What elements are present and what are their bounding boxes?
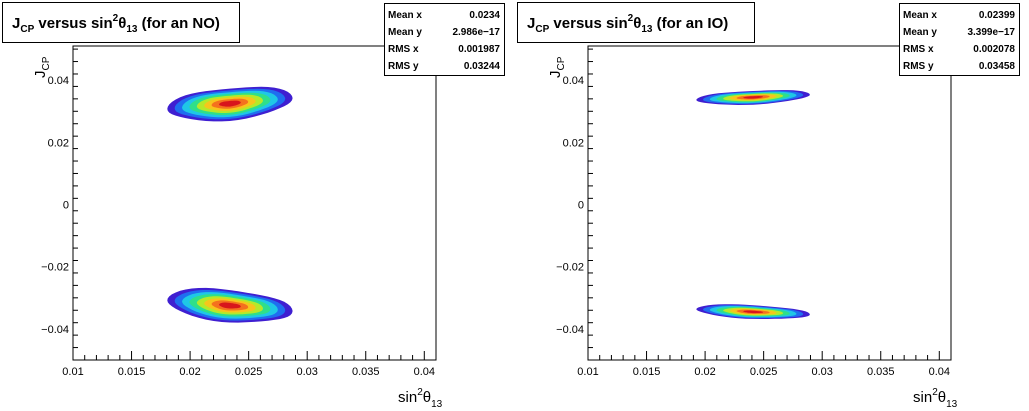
title-suffix: (for an NO) [137,15,220,32]
title-prefix-sub: CP [20,24,34,35]
y-axis-title-main: J [32,71,49,79]
title-theta-sub: 13 [126,24,138,35]
x-axis-title-main: sin [398,389,417,406]
y-tick-label: −0.02 [556,262,584,274]
title-prefix-sub: CP [535,24,549,35]
title-suffix: (for an IO) [652,15,728,32]
stats-value: 0.03458 [979,61,1016,72]
stats-value: 0.02399 [979,10,1016,21]
y-tick-label: 0.04 [563,75,584,87]
chart-no-svg: 0.01 0.015 0.02 0.025 0.03 0.035 0.04 −0.04 −0.0… [2,2,505,410]
x-tick-label: 0.04 [929,366,950,378]
x-tick-label: 0.01 [577,366,598,378]
stats-value: 0.0234 [469,10,500,21]
stats-box [384,3,505,76]
stats-value: 0.03244 [464,61,501,72]
x-axis-title-sup: 2 [932,387,938,398]
y-axis-title: JCP [547,56,567,78]
y-tick-label: −0.04 [41,324,69,336]
title-prefix: J [12,15,20,32]
x-tick-label: 0.03 [811,366,832,378]
stats-label: RMS y [388,61,419,72]
x-tick-label: 0.035 [867,366,895,378]
y-tick-label: 0 [63,200,69,212]
contour-level-1-8 [219,100,241,107]
title-theta-sub: 13 [641,24,653,35]
x-tick-label: 0.04 [414,366,435,378]
y-tick-label: −0.02 [41,262,69,274]
y-axis-title: JCP [32,56,52,78]
contour-level-1-8 [743,96,763,99]
stats-label: RMS x [903,44,934,55]
chart-title: JCP versus sin2θ13 (for an IO) [527,13,728,35]
x-axis-title-sub: 13 [431,399,443,410]
stats-label: Mean y [903,27,937,38]
x-axis-title-theta: θ [423,389,431,406]
x-axis-title: sin2θ13 [398,387,443,410]
title-theta: θ [633,15,641,32]
x-tick-label: 0.015 [633,366,661,378]
stats-label: Mean x [388,10,422,21]
x-tick-label: 0.01 [62,366,83,378]
chart-panel-no: 0.01 0.015 0.02 0.025 0.03 0.035 0.04 −0.04 −0.0… [0,0,514,411]
x-tick-label: 0.02 [694,366,715,378]
x-tick-label: 0.025 [750,366,778,378]
y-tick-label: −0.04 [556,324,584,336]
x-tick-label: 0.025 [235,366,263,378]
y-tick-label: 0.04 [48,75,69,87]
chart-io-svg: 0.01 0.015 0.02 0.025 0.03 0.035 0.04 −0.04 −0.0… [517,2,1020,410]
stats-value: 3.399e−17 [967,27,1015,38]
y-tick-label: 0.02 [48,137,69,149]
x-axis-title: sin2θ13 [913,387,958,410]
heatmap-contours [167,86,293,323]
x-tick-label: 0.015 [118,366,146,378]
plot-frame [72,45,437,361]
title-prefix: J [527,15,535,32]
heatmap-contours [696,90,810,319]
x-tick-label: 0.03 [296,366,317,378]
stats-box [899,3,1020,76]
title-box [517,2,755,43]
y-axis-title-sub: CP [41,56,52,70]
title-box [2,2,240,43]
stats-label: RMS x [388,44,419,55]
stats-value: 0.002078 [973,44,1015,55]
contour-level-2-8 [219,302,241,309]
chart-title: JCP versus sin2θ13 (for an NO) [12,13,220,35]
stats-label: Mean x [903,10,937,21]
title-sup: 2 [628,13,634,24]
x-tick-label: 0.035 [352,366,380,378]
y-axis-title-sub: CP [556,56,567,70]
stats-label: Mean y [388,27,422,38]
stats-label: RMS y [903,61,934,72]
title-theta: θ [118,15,126,32]
x-axis-title-sub: 13 [946,399,958,410]
title-sup: 2 [113,13,119,24]
y-tick-label: 0.02 [563,137,584,149]
plot-frame [587,45,952,361]
y-axis-title-main: J [547,71,564,79]
chart-panel-io: 0.01 0.015 0.02 0.025 0.03 0.035 0.04 −0.04 −0.0… [515,0,1029,411]
x-axis-title-main: sin [913,389,932,406]
stats-value: 0.001987 [458,44,500,55]
title-mid: versus sin [549,15,627,32]
title-mid: versus sin [34,15,112,32]
x-axis-title-sup: 2 [417,387,423,398]
x-tick-label: 0.02 [179,366,200,378]
stats-value: 2.986e−17 [452,27,500,38]
x-axis-title-theta: θ [938,389,946,406]
y-tick-label: 0 [578,200,584,212]
contour-level-2-8 [743,310,763,314]
